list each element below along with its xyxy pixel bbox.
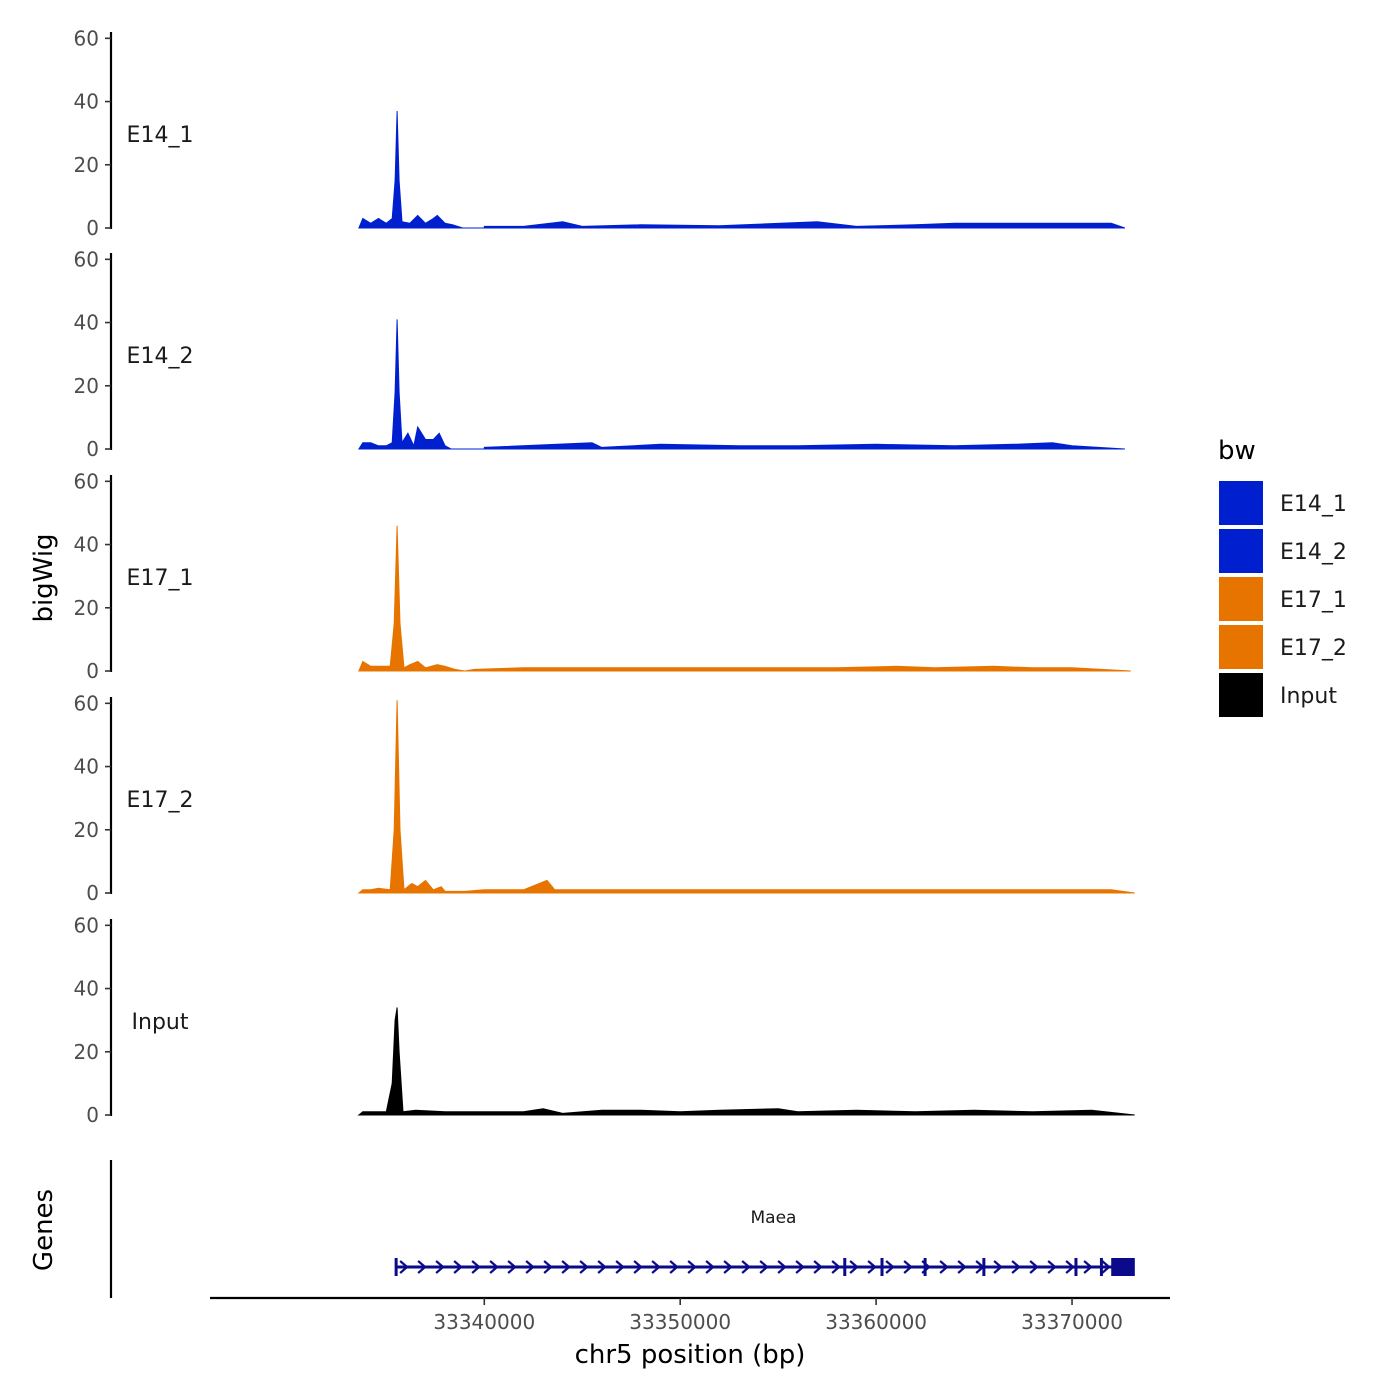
strand-arrow (561, 1260, 571, 1274)
signal-area-E14_1 (358, 110, 1126, 229)
strand-arrow (1047, 1260, 1057, 1274)
track-E14_1: 0 20 40 60 E14_1 (74, 26, 1126, 240)
track-label: E17_1 (127, 566, 194, 591)
y-tick-label: 0 (86, 881, 99, 905)
strand-arrow (417, 1260, 427, 1274)
legend-swatch (1217, 479, 1265, 527)
strand-arrow (597, 1260, 607, 1274)
legend-swatch (1217, 575, 1265, 623)
strand-arrow (453, 1260, 463, 1274)
strand-arrow (795, 1260, 805, 1274)
y-axis-title: bigWig (29, 533, 59, 622)
signal-area-Input (357, 1007, 1135, 1116)
strand-arrow (831, 1260, 841, 1274)
track-label: Input (132, 1010, 189, 1035)
strand-arrow (507, 1260, 517, 1274)
y-tick-label: 60 (74, 26, 99, 50)
legend-label: E14_1 (1280, 492, 1347, 517)
track-E14_2: 0 20 40 60 E14_2 (74, 247, 1125, 461)
track-label: E17_2 (127, 788, 194, 813)
legend-label: E17_2 (1280, 636, 1347, 661)
strand-arrow (1083, 1260, 1093, 1274)
strand-arrow (651, 1260, 661, 1274)
strand-arrow (849, 1260, 859, 1274)
strand-arrow (885, 1260, 895, 1274)
strand-arrow (687, 1260, 697, 1274)
strand-arrow (867, 1260, 877, 1274)
strand-arrow (399, 1260, 409, 1274)
strand-arrow (723, 1260, 733, 1274)
x-tick-label: 33360000 (825, 1310, 927, 1334)
track-E17_1: 0 20 40 60 E17_1 (74, 469, 1131, 683)
y-tick-label: 20 (74, 153, 99, 177)
gene-name-label: Maea (750, 1208, 796, 1228)
x-axis: 33340000 33350000 33360000 33370000 (210, 1296, 1170, 1334)
strand-arrow (615, 1260, 625, 1274)
y-tick-label: 40 (74, 533, 99, 557)
strand-arrow (633, 1260, 643, 1274)
track-panels: 0 20 40 60 E14_1 0 20 40 60 E14_2 0 20 40 60 E17_1 0 20 4… (74, 26, 1135, 1127)
strand-arrow (759, 1260, 769, 1274)
strand-arrow (957, 1260, 967, 1274)
x-tick-label: 33350000 (629, 1310, 731, 1334)
strand-arrow (525, 1260, 535, 1274)
strand-arrow (777, 1260, 787, 1274)
y-tick-label: 20 (74, 374, 99, 398)
y-tick-label: 40 (74, 311, 99, 335)
strand-arrow (705, 1260, 715, 1274)
strand-arrow (1029, 1260, 1039, 1274)
genes-axis-title: Genes (29, 1189, 59, 1271)
strand-arrow (1011, 1260, 1021, 1274)
strand-arrow (669, 1260, 679, 1274)
legend-label: Input (1280, 684, 1337, 709)
track-label: E14_2 (127, 344, 194, 369)
y-tick-label: 0 (86, 659, 99, 683)
strand-arrow (579, 1260, 589, 1274)
y-tick-label: 60 (74, 247, 99, 271)
strand-arrow (993, 1260, 1003, 1274)
gene-track-panel: Maea (109, 1160, 1135, 1298)
strand-arrow (471, 1260, 481, 1274)
strand-arrow (903, 1260, 913, 1274)
strand-arrow (741, 1260, 751, 1274)
x-axis-title: chr5 position (bp) (575, 1340, 806, 1370)
strand-arrow (435, 1260, 445, 1274)
y-tick-label: 20 (74, 818, 99, 842)
track-label: E14_1 (127, 123, 194, 148)
y-tick-label: 0 (86, 216, 99, 240)
strand-arrow (939, 1260, 949, 1274)
y-tick-label: 20 (74, 1040, 99, 1064)
strand-arrow (489, 1260, 499, 1274)
y-tick-label: 0 (86, 1103, 99, 1127)
y-tick-label: 40 (74, 755, 99, 779)
y-tick-label: 40 (74, 977, 99, 1001)
legend-swatch (1217, 671, 1265, 719)
y-tick-label: 60 (74, 691, 99, 715)
signal-area-E17_2 (357, 700, 1135, 894)
y-tick-label: 20 (74, 596, 99, 620)
legend: bw E14_1 E14_2 E17_1 E17_2 Input (1217, 436, 1347, 719)
legend-label: E14_2 (1280, 540, 1347, 565)
track-E17_2: 0 20 40 60 E17_2 (74, 691, 1135, 905)
legend-swatch (1217, 623, 1265, 671)
exon-block (1111, 1258, 1135, 1276)
legend-label: E17_1 (1280, 588, 1347, 613)
legend-swatch (1217, 527, 1265, 575)
y-tick-label: 60 (74, 469, 99, 493)
y-tick-label: 60 (74, 913, 99, 937)
signal-area-E17_1 (358, 525, 1131, 672)
y-tick-label: 0 (86, 437, 99, 461)
track-Input: 0 20 40 60 Input (74, 913, 1135, 1127)
strand-arrow (1101, 1260, 1111, 1274)
y-tick-label: 40 (74, 90, 99, 114)
strand-arrow (543, 1260, 553, 1274)
signal-area-E14_2 (358, 319, 1125, 450)
x-tick-label: 33340000 (433, 1310, 535, 1334)
strand-arrow (1065, 1260, 1075, 1274)
strand-arrow (813, 1260, 823, 1274)
x-tick-label: 33370000 (1021, 1310, 1123, 1334)
legend-title: bw (1218, 436, 1256, 466)
